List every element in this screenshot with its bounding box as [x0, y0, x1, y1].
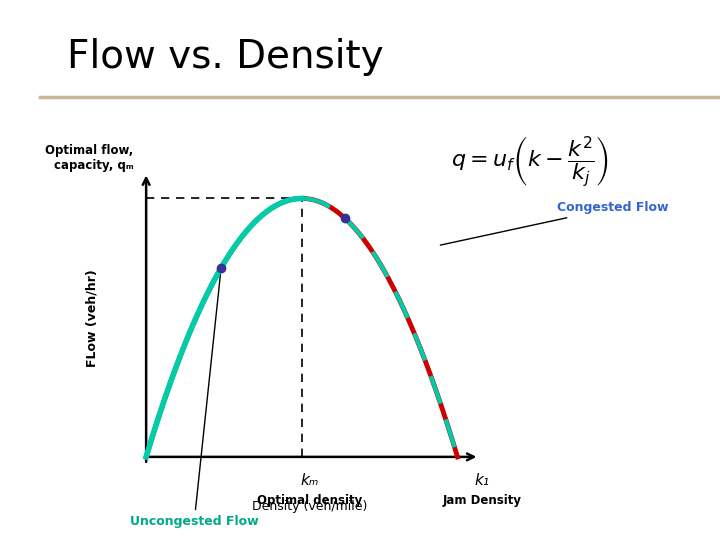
Text: CEE 320
Spring 2008: CEE 320 Spring 2008 — [10, 458, 30, 513]
Text: Flow vs. Density: Flow vs. Density — [67, 38, 384, 76]
Text: $q = u_f \left( k - \dfrac{k^2}{k_j} \right)$: $q = u_f \left( k - \dfrac{k^2}{k_j} \ri… — [451, 135, 608, 189]
Text: Density (veh/mile): Density (veh/mile) — [252, 500, 367, 513]
Text: Uncongested Flow: Uncongested Flow — [130, 271, 258, 528]
Text: kₘ: kₘ — [300, 473, 319, 488]
Text: Optimal density: Optimal density — [257, 494, 362, 507]
Text: Congested Flow: Congested Flow — [441, 201, 668, 245]
Text: FLow (veh/hr): FLow (veh/hr) — [86, 269, 99, 368]
Text: Jam Density: Jam Density — [443, 494, 522, 507]
Text: k₁: k₁ — [475, 473, 490, 488]
Text: Optimal flow,
capacity, qₘ: Optimal flow, capacity, qₘ — [45, 144, 133, 172]
